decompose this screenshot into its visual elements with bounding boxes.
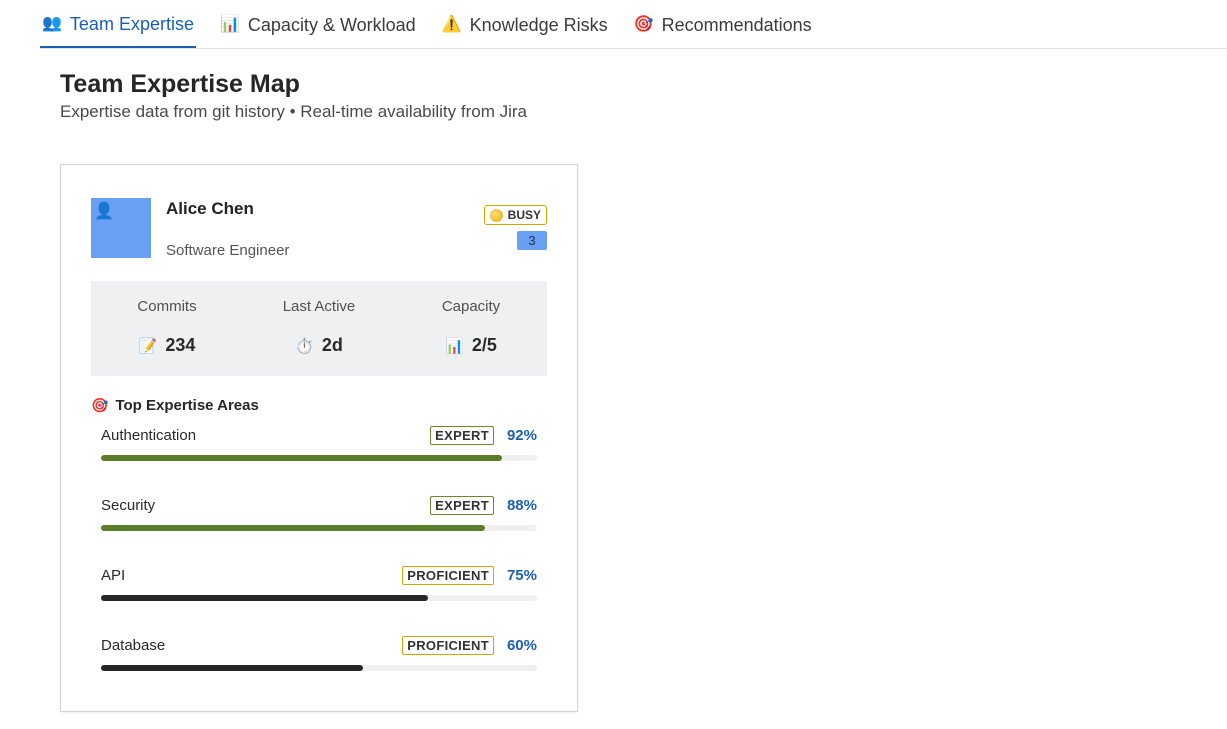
- stat-value: 234: [165, 335, 196, 355]
- progress-track: [101, 665, 537, 671]
- area-meta: EXPERT 88%: [430, 496, 537, 515]
- stat-value-row: 📝 234: [91, 335, 243, 356]
- expertise-area-api: API PROFICIENT 75%: [101, 566, 537, 607]
- stat-commits: Commits 📝 234: [91, 281, 243, 376]
- area-name: Authentication: [101, 427, 197, 444]
- stat-label: Capacity: [441, 298, 501, 315]
- bar-chart-icon: 📊: [445, 337, 464, 355]
- page-title: Team Expertise Map: [60, 70, 300, 98]
- stat-label: Last Active: [282, 298, 356, 315]
- expertise-areas-heading: 🎯 Top Expertise Areas: [91, 397, 259, 414]
- warning-icon: ⚠️: [441, 16, 462, 33]
- area-meta: PROFICIENT 60%: [402, 636, 537, 655]
- stat-value-row: 📊 2/5: [395, 335, 547, 356]
- status-badge: BUSY: [483, 205, 547, 225]
- tab-label: Recommendations: [661, 14, 812, 35]
- count-badge: 3: [517, 231, 547, 250]
- area-meta: EXPERT 92%: [430, 426, 537, 445]
- stat-last-active: Last Active ⏱️ 2d: [243, 281, 395, 376]
- progress-track: [101, 595, 537, 601]
- expertise-area-security: Security EXPERT 88%: [101, 496, 537, 537]
- area-name: API: [101, 567, 126, 584]
- memo-icon: 📝: [138, 337, 158, 355]
- member-card: 👤 Alice Chen Software Engineer BUSY 3 Co…: [60, 164, 578, 712]
- tab-knowledge-risks[interactable]: ⚠️ Knowledge Risks: [440, 2, 610, 48]
- level-badge: EXPERT: [430, 426, 494, 445]
- progress-fill: [101, 455, 503, 461]
- expertise-area-database: Database PROFICIENT 60%: [101, 636, 537, 677]
- page-subtitle: Expertise data from git history • Real-t…: [60, 102, 527, 121]
- stopwatch-icon: ⏱️: [295, 337, 314, 355]
- level-badge: PROFICIENT: [402, 636, 494, 655]
- avatar: 👤: [91, 198, 151, 258]
- progress-track: [101, 455, 537, 461]
- people-icon: 👥: [42, 15, 62, 32]
- stat-label: Commits: [137, 298, 197, 315]
- tab-label: Knowledge Risks: [469, 14, 608, 35]
- stat-value: 2d: [321, 335, 343, 355]
- stat-value: 2/5: [471, 335, 497, 355]
- status-dot-icon: [489, 208, 503, 222]
- tab-label: Team Expertise: [69, 13, 194, 34]
- tab-capacity-workload[interactable]: 📊 Capacity & Workload: [218, 2, 418, 48]
- tab-team-expertise[interactable]: 👥 Team Expertise: [40, 2, 196, 48]
- stat-capacity: Capacity 📊 2/5: [395, 281, 547, 376]
- member-role: Software Engineer: [166, 242, 290, 259]
- target-icon: 🎯: [91, 397, 109, 413]
- progress-fill: [101, 665, 363, 671]
- area-percent: 75%: [506, 567, 537, 584]
- level-badge: PROFICIENT: [402, 566, 494, 585]
- progress-track: [101, 525, 537, 531]
- heading-label: Top Expertise Areas: [115, 397, 259, 414]
- area-name: Security: [101, 497, 156, 514]
- progress-fill: [101, 525, 485, 531]
- area-percent: 88%: [506, 497, 537, 514]
- area-percent: 92%: [506, 427, 537, 444]
- area-meta: PROFICIENT 75%: [402, 566, 537, 585]
- tab-label: Capacity & Workload: [247, 14, 416, 35]
- progress-fill: [101, 595, 428, 601]
- tab-bar: 👥 Team Expertise 📊 Capacity & Workload ⚠…: [40, 0, 1227, 49]
- level-badge: EXPERT: [430, 496, 494, 515]
- expertise-area-authentication: Authentication EXPERT 92%: [101, 426, 537, 467]
- stat-value-row: ⏱️ 2d: [243, 335, 395, 356]
- status-label: BUSY: [507, 208, 541, 222]
- person-icon: 👤: [94, 203, 114, 220]
- target-icon: 🎯: [633, 16, 654, 33]
- stats-panel: Commits 📝 234 Last Active ⏱️ 2d Capacity…: [91, 281, 547, 376]
- member-name: Alice Chen: [166, 199, 254, 218]
- tab-recommendations[interactable]: 🎯 Recommendations: [632, 2, 814, 48]
- area-percent: 60%: [506, 637, 537, 654]
- bar-chart-icon: 📊: [219, 16, 240, 33]
- area-name: Database: [101, 637, 166, 654]
